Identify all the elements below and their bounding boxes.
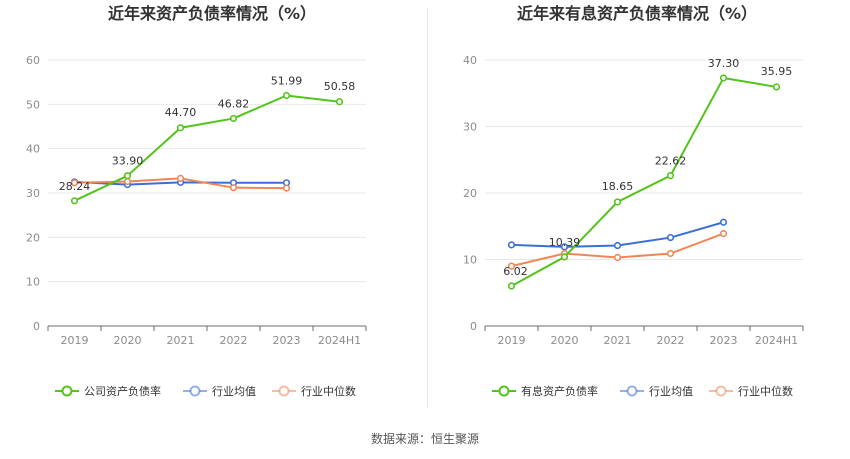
y-tick-label: 50 <box>26 98 40 111</box>
data-point <box>70 197 79 205</box>
data-label: 44.70 <box>165 106 197 119</box>
x-tick-label: 2024H1 <box>755 334 798 347</box>
series-line <box>511 76 777 287</box>
data-label: 35.95 <box>761 65 793 78</box>
x-tick-label: 2019 <box>498 334 526 347</box>
data-point <box>666 249 675 258</box>
x-tick-label: 2023 <box>273 334 301 347</box>
legend-label: 行业中位数 <box>738 384 793 398</box>
x-tick-label: 2024H1 <box>318 334 361 347</box>
data-point <box>123 177 132 186</box>
legend-marker <box>61 385 73 397</box>
chart-title: 近年来有息资产负债率情况（%） <box>517 4 757 23</box>
data-point <box>613 253 622 262</box>
y-tick-label: 20 <box>463 187 477 200</box>
data-label: 37.30 <box>708 57 740 70</box>
interest-debt-ratio-chart: 近年来有息资产负债率情况（%） 0 10 20 30 40 2019 2020 2021 2022… <box>463 4 804 398</box>
legend-label: 公司资产负债率 <box>84 384 161 398</box>
series-line <box>74 94 340 202</box>
legend-label: 有息资产负债率 <box>521 384 598 398</box>
legend-marker <box>498 385 510 397</box>
y-tick-label: 0 <box>470 320 477 333</box>
data-point <box>176 124 185 132</box>
data-point <box>560 253 569 261</box>
data-point <box>282 184 291 192</box>
x-tick-label: 2023 <box>710 334 738 347</box>
y-tick-label: 60 <box>26 54 40 67</box>
data-point <box>613 241 622 250</box>
y-tick-label: 40 <box>463 54 477 67</box>
legend-label: 行业均值 <box>649 385 693 398</box>
data-label: 33.90 <box>112 155 144 168</box>
legend-label: 行业均值 <box>212 385 256 398</box>
y-tick-label: 40 <box>26 143 40 156</box>
data-point <box>229 184 238 192</box>
data-point <box>666 233 675 242</box>
y-tick-label: 30 <box>463 121 477 134</box>
x-tick-label: 2022 <box>220 334 248 347</box>
chart-panel-debt-ratio: 近年来资产负债率情况（%） 0 10 20 30 40 50 60 2019 2020 2021 20… <box>0 0 425 420</box>
data-point <box>507 282 516 290</box>
data-label: 51.99 <box>271 75 303 88</box>
x-tick-label: 2019 <box>61 334 89 347</box>
data-point <box>335 98 344 106</box>
y-tick-label: 30 <box>26 187 40 200</box>
legend-marker <box>189 385 201 397</box>
x-tick-label: 2020 <box>114 334 142 347</box>
data-label: 28.24 <box>59 180 91 193</box>
x-tick-label: 2022 <box>657 334 685 347</box>
data-label: 6.02 <box>503 265 528 278</box>
x-tick-label: 2021 <box>604 334 632 347</box>
data-point <box>229 114 238 123</box>
data-point <box>507 262 516 270</box>
data-point <box>719 218 728 226</box>
data-point <box>772 83 781 91</box>
data-point <box>719 74 728 82</box>
data-label: 18.65 <box>602 180 634 193</box>
chart-panel-interest-debt-ratio: 近年来有息资产负债率情况（%） 0 10 20 30 40 2019 2020 2021 2022… <box>425 0 850 420</box>
data-label: 50.58 <box>324 80 356 93</box>
data-source-note: 数据来源：恒生聚源 <box>370 432 479 446</box>
data-point <box>719 229 728 238</box>
data-point <box>666 171 675 180</box>
x-tick-label: 2021 <box>167 334 195 347</box>
y-tick-label: 0 <box>33 320 40 333</box>
data-point <box>282 91 291 100</box>
debt-ratio-chart: 近年来资产负债率情况（%） 0 10 20 30 40 50 60 2019 2020 2021 20… <box>26 4 367 398</box>
legend-label: 行业中位数 <box>301 384 356 398</box>
data-point <box>176 174 185 182</box>
legend-marker <box>278 385 290 397</box>
legend-marker <box>626 385 638 397</box>
data-label: 22.62 <box>655 155 687 168</box>
data-point <box>560 243 569 251</box>
data-point <box>70 179 79 187</box>
data-point <box>123 172 132 180</box>
legend-marker <box>715 385 727 397</box>
data-label: 10.39 <box>549 236 581 249</box>
chart-title: 近年来资产负债率情况（%） <box>108 4 316 23</box>
data-point <box>613 198 622 206</box>
y-tick-label: 20 <box>26 231 40 244</box>
y-tick-label: 10 <box>463 254 477 267</box>
panel-divider <box>427 8 428 408</box>
data-point <box>507 241 516 249</box>
x-tick-label: 2020 <box>551 334 579 347</box>
y-tick-label: 10 <box>26 276 40 289</box>
series-line <box>511 232 724 268</box>
data-label: 46.82 <box>218 97 250 110</box>
